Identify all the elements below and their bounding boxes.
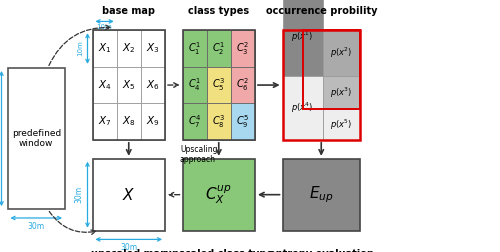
Text: $C_8^3$: $C_8^3$ <box>212 113 226 130</box>
Bar <box>282 30 360 140</box>
Text: entropy evaluation: entropy evaluation <box>269 249 374 252</box>
Text: $p(x^5)$: $p(x^5)$ <box>330 117 352 132</box>
Bar <box>141 67 165 103</box>
Bar <box>8 68 65 209</box>
Text: 30m: 30m <box>120 243 138 252</box>
Text: $C_X^{up}$: $C_X^{up}$ <box>206 183 232 206</box>
Text: $X_6$: $X_6$ <box>146 78 160 92</box>
Text: $p(x^1)$: $p(x^1)$ <box>292 30 314 44</box>
Text: $C_5^3$: $C_5^3$ <box>212 77 226 93</box>
Bar <box>231 67 255 103</box>
Bar <box>116 67 141 103</box>
Text: predefined
window: predefined window <box>12 129 61 148</box>
Text: $C_2^1$: $C_2^1$ <box>212 40 226 57</box>
Text: 30m: 30m <box>74 186 84 203</box>
Text: $E_{up}$: $E_{up}$ <box>309 184 334 205</box>
Text: $C_1^1$: $C_1^1$ <box>188 40 201 57</box>
Text: $X_8$: $X_8$ <box>122 115 136 129</box>
Text: $X_2$: $X_2$ <box>122 42 136 55</box>
Bar <box>282 0 323 76</box>
Text: upscaled class type: upscaled class type <box>165 249 273 252</box>
Bar <box>302 30 360 109</box>
Bar <box>323 109 360 140</box>
Text: $C_9^5$: $C_9^5$ <box>236 113 250 130</box>
Bar <box>206 103 231 140</box>
Bar <box>92 30 165 140</box>
Text: upscaled map: upscaled map <box>90 249 167 252</box>
Text: 10m: 10m <box>96 24 112 30</box>
Text: $X_3$: $X_3$ <box>146 42 160 55</box>
Text: $p(x^2)$: $p(x^2)$ <box>330 46 352 60</box>
Text: $X_4$: $X_4$ <box>98 78 112 92</box>
Bar <box>182 103 206 140</box>
Text: occurrence probility: occurrence probility <box>266 6 377 16</box>
Bar <box>116 103 141 140</box>
Text: $p(x^4)$: $p(x^4)$ <box>292 101 314 115</box>
Bar <box>231 103 255 140</box>
Bar <box>182 159 255 231</box>
Text: class types: class types <box>188 6 250 16</box>
Bar <box>282 159 360 231</box>
Bar <box>182 30 206 67</box>
Text: 10m: 10m <box>78 41 84 56</box>
Text: $C_4^1$: $C_4^1$ <box>188 77 201 93</box>
Text: $X_7$: $X_7$ <box>98 115 112 129</box>
Bar <box>206 67 231 103</box>
Text: $C_6^2$: $C_6^2$ <box>236 77 250 93</box>
Text: base map: base map <box>102 6 155 16</box>
Bar <box>92 30 116 67</box>
Bar <box>141 103 165 140</box>
Text: $X$: $X$ <box>122 187 136 203</box>
Bar <box>141 30 165 67</box>
Bar <box>282 76 323 140</box>
Text: $X_5$: $X_5$ <box>122 78 136 92</box>
Text: $p(x^3)$: $p(x^3)$ <box>330 85 352 100</box>
Bar <box>231 30 255 67</box>
Bar <box>323 76 360 109</box>
Bar <box>92 103 116 140</box>
Bar <box>182 30 255 140</box>
Bar <box>182 67 206 103</box>
Text: Upscaling
approach: Upscaling approach <box>180 145 218 164</box>
Bar <box>206 30 231 67</box>
Bar <box>116 30 141 67</box>
Text: $X_9$: $X_9$ <box>146 115 160 129</box>
Text: $C_7^4$: $C_7^4$ <box>188 113 202 130</box>
Text: $X_1$: $X_1$ <box>98 42 112 55</box>
Bar <box>323 30 360 76</box>
Text: $C_3^2$: $C_3^2$ <box>236 40 250 57</box>
Bar <box>92 67 116 103</box>
Bar <box>92 159 165 231</box>
Text: 30m: 30m <box>28 222 45 231</box>
